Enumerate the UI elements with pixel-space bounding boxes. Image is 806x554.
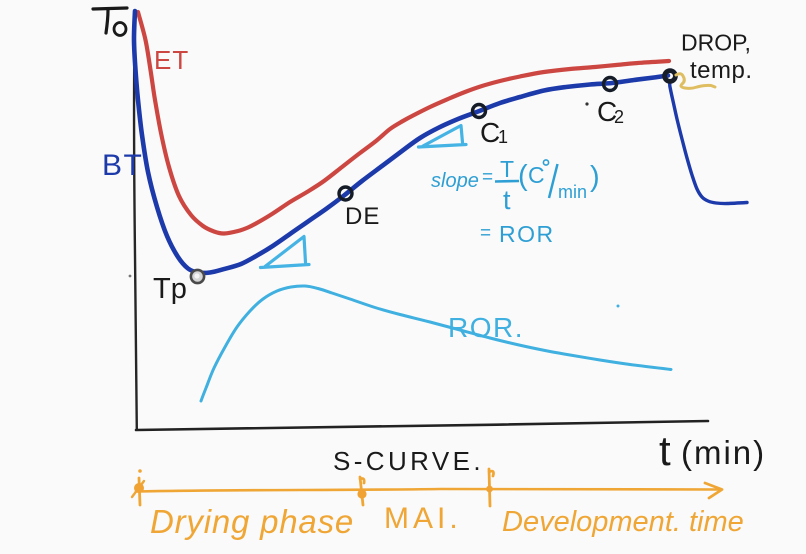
svg-text:Tp: Tp [153,273,187,305]
svg-text:S-CURVE.: S-CURVE. [333,446,484,476]
svg-text:=: = [482,167,493,188]
svg-text:(min): (min) [681,434,766,471]
svg-text:C: C [480,117,500,148]
svg-text:Development. time: Development. time [502,506,744,538]
svg-text:DE: DE [345,203,380,230]
svg-text:min: min [558,182,587,202]
svg-text:temp.: temp. [690,57,753,84]
svg-text:ROR.: ROR. [448,312,524,343]
svg-text:ROR: ROR [499,221,555,247]
svg-text:t: t [503,185,511,215]
svg-text:Drying phase: Drying phase [150,503,354,540]
svg-text:MAI.: MAI. [384,502,462,535]
svg-text:BT: BT [102,149,143,182]
svg-text:DROP,: DROP, [681,30,751,56]
svg-text:): ) [590,161,600,193]
svg-text:C: C [528,162,545,188]
svg-text:t: t [659,427,671,474]
svg-text:1: 1 [498,127,508,147]
svg-text:slope: slope [431,170,479,192]
svg-text:2: 2 [614,107,624,127]
svg-text:(: ( [518,160,528,192]
svg-text:=: = [480,223,491,244]
svg-text:ET: ET [154,45,189,75]
svg-text:C: C [597,96,617,127]
svg-text:T: T [500,156,514,182]
